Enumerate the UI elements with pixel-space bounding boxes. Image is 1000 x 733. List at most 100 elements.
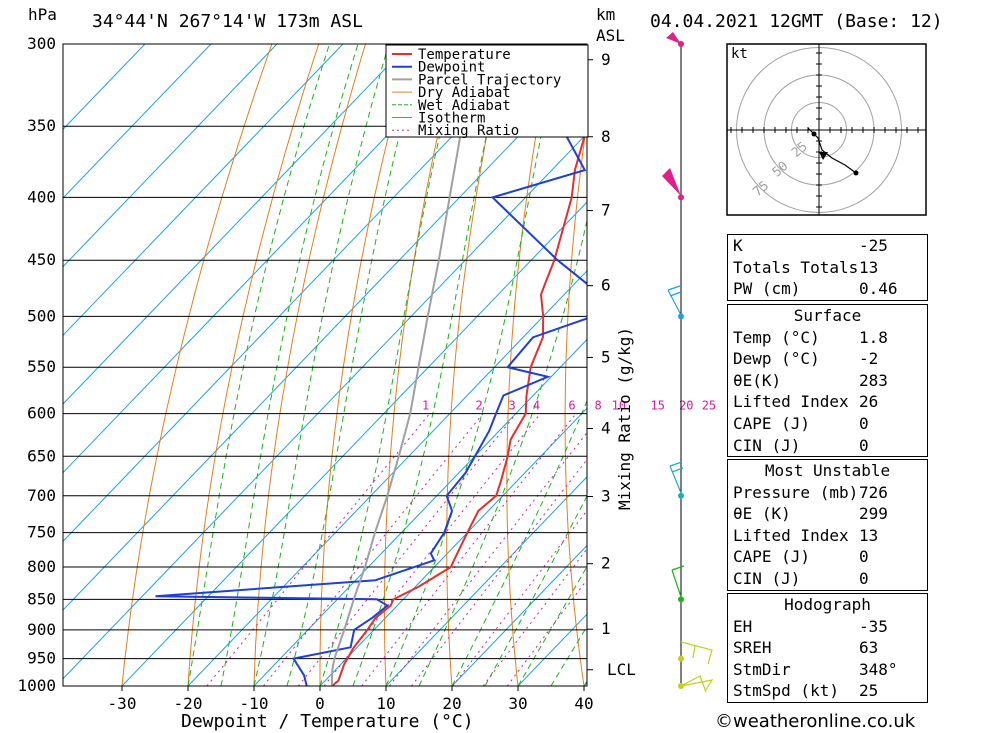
row-value: 13 [859, 525, 879, 545]
isotherm-line [451, 544, 587, 686]
row-value: 0.46 [859, 279, 898, 299]
mixing-ratio-label: 4 [533, 399, 540, 413]
isotherm-line [121, 201, 587, 686]
km-axis: 9 8 7 6 5 4 3 2 1 LCL [587, 50, 636, 679]
isotherm-line [63, 132, 587, 680]
row-value: 299 [859, 504, 888, 524]
table-row: Dewp (°C) -2 [728, 348, 927, 370]
mixing-ratio-axis-label: Mixing Ratio (g/kg) [615, 327, 634, 510]
row-label: PW (cm) [733, 279, 801, 299]
row-label: Totals Totals [733, 257, 859, 277]
row-value: 726 [859, 482, 888, 502]
wet-adiabat-line [451, 399, 587, 686]
row-label: StmDir [733, 659, 791, 679]
pressure-tick-label: 450 [27, 250, 56, 269]
wind-level-dot [678, 194, 684, 201]
hodograph-point [811, 131, 817, 137]
table-row: StmDir 348° [728, 659, 927, 681]
mixing-ratio-label: 3 [509, 399, 516, 413]
isotherm-line [187, 270, 587, 686]
row-label: CAPE (J) [733, 413, 811, 433]
pressure-tick-label: 750 [27, 523, 56, 542]
pressure-tick-label: 550 [27, 357, 56, 376]
wind-level-dot [678, 492, 684, 499]
isotherm-line [63, 44, 410, 405]
km-tick-label: 3 [601, 487, 611, 506]
row-value: -2 [859, 349, 879, 369]
row-label: Temp (°C) [733, 327, 820, 347]
mixing-ratio-labels: 1 2 3 4 6 8 10 15 20 25 [422, 399, 716, 413]
mixing-ratio-label: 1 [422, 399, 429, 413]
surface-title: Surface [793, 306, 862, 325]
table-row: PW (cm) 0.46 [728, 278, 927, 300]
isotherm-line [63, 64, 587, 611]
row-value: 0 [859, 547, 869, 567]
row-label: CIN (J) [733, 568, 801, 588]
temperature-tick-label: 40 [574, 694, 593, 713]
hodograph-unit: kt [731, 46, 748, 62]
km-tick-label: 2 [601, 554, 611, 573]
row-label: θE (K) [733, 504, 791, 524]
km-tick-label: 7 [601, 201, 611, 220]
dry-adiabat-line [253, 44, 366, 686]
parcel-trajectory-line [330, 44, 476, 686]
dry-adiabat-line [927, 44, 1000, 686]
pressure-tick-label: 1000 [17, 676, 56, 695]
row-value: 1.8 [859, 327, 888, 347]
hpa-label: hPa [28, 5, 57, 24]
pressure-tick-label: 300 [27, 34, 56, 53]
isotherm-line [63, 44, 212, 199]
temperature-tick-label: 10 [376, 694, 395, 713]
table-row: Lifted Index 26 [728, 391, 927, 413]
wet-adiabat-line [319, 44, 463, 686]
row-value: 0 [859, 435, 869, 455]
isotherm-line [63, 44, 344, 337]
row-value: 283 [859, 370, 888, 390]
row-value: 348° [859, 659, 898, 679]
km-tick-label: 5 [601, 347, 611, 366]
legend-label: Isotherm [418, 111, 485, 127]
km-tick-label: 8 [601, 127, 611, 146]
temperature-tick-label: -10 [240, 694, 269, 713]
row-value: 13 [859, 257, 879, 277]
location-title: 34°44'N 267°14'W 173m ASL [92, 11, 363, 32]
km-tick-label: 4 [601, 419, 611, 438]
pressure-tick-label: 350 [27, 116, 56, 135]
pressure-tick-label: 500 [27, 306, 56, 325]
table-row: SREH 63 [728, 637, 927, 659]
row-value: 0 [859, 413, 869, 433]
wind-level-dot [678, 655, 684, 662]
row-value: 25 [859, 681, 879, 701]
table-row: θE (K) 299 [728, 503, 927, 525]
pressure-tick-label: 700 [27, 486, 56, 505]
legend-label: Temperature [418, 47, 511, 63]
temperature-axis: -30 -20 -10 0 10 20 30 40 [108, 686, 594, 713]
legend-label: Dry Adiabat [418, 85, 511, 101]
row-label: StmSpd (kt) [733, 681, 839, 701]
storm-motion-marker [819, 152, 828, 160]
legend-label: Wet Adiabat [418, 98, 511, 114]
mixing-ratio-label: 25 [702, 399, 716, 413]
table-row: Temp (°C) 1.8 [728, 327, 927, 349]
wet-adiabat-line [286, 44, 424, 686]
hodograph-stats-title: Hodograph [784, 595, 871, 614]
wet-adiabat-line [418, 218, 587, 686]
x-axis-label: Dewpoint / Temperature (°C) [181, 711, 474, 732]
km-tick-label: 9 [601, 50, 611, 69]
mixing-ratio-label: 6 [568, 399, 575, 413]
dewpoint-line [155, 44, 587, 686]
km-tick-label: LCL [607, 660, 636, 679]
hodograph-point [853, 170, 859, 176]
temperature-tick-label: -30 [108, 694, 137, 713]
plot-frame [62, 43, 588, 687]
row-label: K [733, 236, 743, 255]
temperature-tick-label: 30 [508, 694, 527, 713]
pressure-tick-label: 850 [27, 589, 56, 608]
table-row: CAPE (J) 0 [728, 413, 927, 435]
mixing-ratio-line [389, 431, 587, 686]
row-value: 63 [859, 638, 879, 658]
most-unstable-title: Most Unstable [764, 461, 891, 480]
